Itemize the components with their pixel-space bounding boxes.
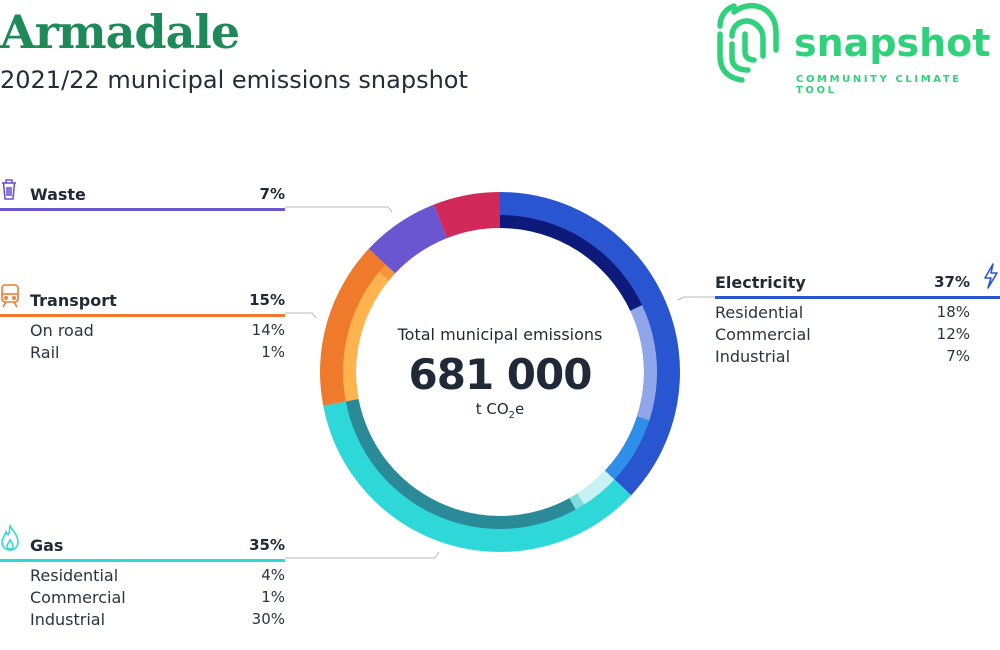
gas-sub-label: Industrial <box>30 610 106 629</box>
gas-sub-pct: 4% <box>261 566 285 584</box>
slice-other <box>433 192 500 239</box>
transport-connector-line <box>285 312 317 319</box>
page-title: Armadale <box>0 5 240 59</box>
gas-legend: Gas 35% Residential 4% Commercial 1% Ind… <box>0 524 285 629</box>
subslice-gas-residential <box>577 470 615 505</box>
transport-legend: Transport 15% On road 14% Rail 1% <box>0 284 285 362</box>
gas-sub-label: Commercial <box>30 588 126 607</box>
snapshot-logo: snapshot COMMUNITY CLIMATE TOOL <box>714 0 1000 96</box>
waste-pct: 7% <box>259 185 285 203</box>
subslice-transport-rail <box>379 264 396 281</box>
slice-electricity <box>500 192 680 496</box>
gas-sub-pct: 1% <box>261 588 285 606</box>
waste-legend: Waste 7% <box>0 179 285 211</box>
electricity-sub-label: Industrial <box>715 347 791 366</box>
subslice-gas-commercial <box>569 493 585 510</box>
total-value: 681 000 <box>408 350 593 399</box>
electricity-pct: 37% <box>934 273 970 291</box>
gas-sub-pct: 30% <box>251 610 285 628</box>
lightning-icon <box>984 263 998 289</box>
slice-waste <box>368 204 447 274</box>
logo-wordmark: snapshot <box>794 21 991 65</box>
electricity-rule <box>715 296 1000 299</box>
subslice-gas-industrial <box>345 398 576 529</box>
gas-sub-row: Industrial 30% <box>0 606 285 629</box>
page-subtitle: 2021/22 municipal emissions snapshot <box>0 66 468 94</box>
fingerprint-icon <box>717 2 779 83</box>
electricity-connector-line <box>677 296 715 301</box>
electricity-label: Electricity <box>715 273 806 292</box>
waste-connector-line <box>285 206 393 213</box>
gas-sub-label: Residential <box>30 566 119 585</box>
transport-label: Transport <box>30 291 117 310</box>
gas-sub-row: Commercial 1% <box>0 584 285 607</box>
electricity-sub-pct: 18% <box>936 303 970 321</box>
transport-sub-label: Rail <box>30 343 60 362</box>
subslice-electricity-commercial <box>630 305 657 421</box>
logo-tagline: COMMUNITY CLIMATE TOOL <box>796 74 962 96</box>
transport-sub-pct: 14% <box>251 321 285 339</box>
waste-label: Waste <box>30 185 86 204</box>
electricity-sub-label: Commercial <box>715 325 811 344</box>
gas-label: Gas <box>30 536 64 555</box>
trash-icon <box>2 179 16 200</box>
electricity-sub-row: Residential 18% <box>715 299 1000 322</box>
electricity-legend: Electricity 37% Residential 18% Commerci… <box>715 263 1000 366</box>
gas-rule <box>0 559 285 562</box>
subslice-electricity-residential <box>500 215 643 311</box>
electricity-sub-row: Industrial 7% <box>715 343 1000 366</box>
electricity-sub-pct: 7% <box>946 347 970 365</box>
subslice-transport-on-road <box>343 271 390 402</box>
gas-pct: 35% <box>249 536 285 554</box>
transport-sub-row: Rail 1% <box>0 339 285 362</box>
transport-sub-pct: 1% <box>261 343 285 361</box>
train-icon <box>1 284 19 308</box>
total-unit: t CO2e <box>475 400 525 421</box>
transport-sub-label: On road <box>30 321 94 340</box>
electricity-sub-label: Residential <box>715 303 804 322</box>
transport-rule <box>0 314 285 317</box>
slice-gas <box>323 398 632 552</box>
flame-icon <box>1 524 19 551</box>
electricity-sub-pct: 12% <box>936 325 970 343</box>
subslice-electricity-industrial <box>604 416 650 480</box>
electricity-sub-row: Commercial 12% <box>715 321 1000 344</box>
transport-sub-row: On road 14% <box>0 317 285 340</box>
total-label: Total municipal emissions <box>397 325 603 344</box>
waste-rule <box>0 208 285 211</box>
transport-pct: 15% <box>249 291 285 309</box>
gas-connector-line <box>285 551 440 559</box>
gas-sub-row: Residential 4% <box>0 562 285 585</box>
